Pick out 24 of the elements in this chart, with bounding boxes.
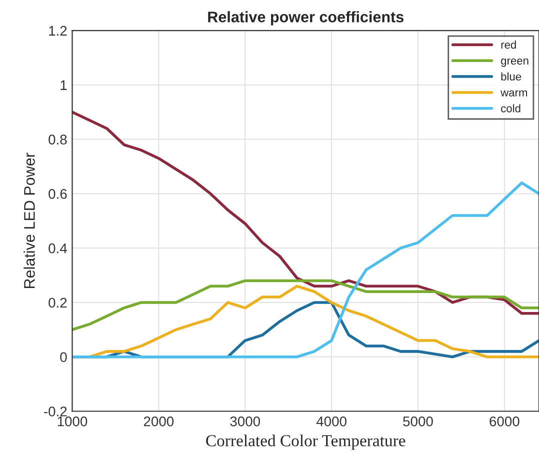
y-tick-label: -0.2 (44, 406, 67, 416)
y-tick-label: 0 (60, 352, 67, 362)
y-tick-label: 0.8 (48, 134, 67, 144)
y-tick-label: 0.6 (48, 189, 67, 199)
y-tick-label: 0.4 (48, 243, 67, 254)
legend-label: red (501, 40, 516, 49)
y-tick-label: 0.2 (48, 298, 67, 308)
legend-label: warm (500, 90, 528, 96)
legend-label: green (501, 58, 528, 67)
x-tick-label: 4000 (316, 416, 346, 426)
line-series (72, 181, 539, 358)
legend-label: cold (501, 104, 520, 112)
line-series (72, 279, 539, 332)
x-axis-title: Correlated Color Temperature (206, 434, 406, 450)
legend-label: blue (501, 72, 522, 81)
x-tick-label: 3000 (230, 416, 260, 426)
y-axis-title: Relative LED Power (24, 152, 35, 288)
y-tick-label: 1.2 (49, 26, 67, 36)
chart-title: Relative power coefficients (208, 11, 404, 26)
x-tick-label: 6000 (490, 416, 520, 426)
x-tick-label: 2000 (144, 416, 174, 426)
y-tick-label: 1 (60, 80, 67, 90)
x-tick-label: 1000 (58, 416, 88, 426)
x-tick-label: 5000 (403, 416, 433, 426)
